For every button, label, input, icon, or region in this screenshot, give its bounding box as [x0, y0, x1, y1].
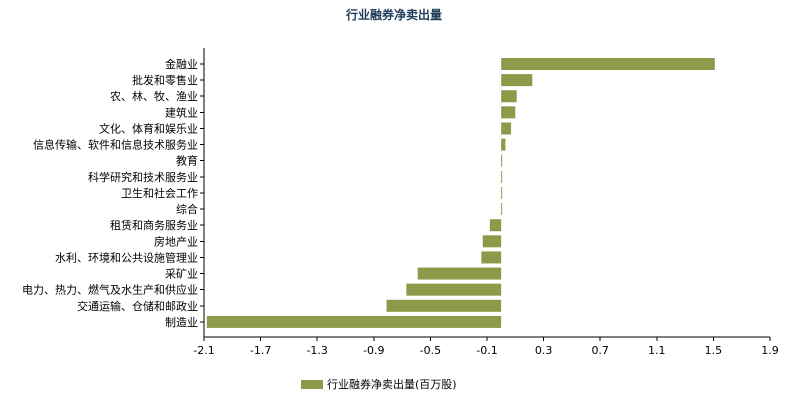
bar [501, 122, 512, 135]
x-tick-label: -1.7 [250, 344, 271, 357]
bar [501, 106, 516, 119]
bar [386, 299, 502, 312]
x-tick-label: -0.1 [476, 344, 497, 357]
legend-label: 行业融券净卖出量(百万股) [327, 378, 457, 391]
y-tick-label: 科学研究和技术服务业 [88, 170, 198, 184]
bar [501, 203, 503, 216]
bar [501, 186, 503, 199]
y-tick-label: 建筑业 [165, 105, 198, 119]
y-tick-label: 制造业 [165, 315, 198, 329]
bar [482, 235, 502, 248]
bar [501, 154, 503, 167]
y-tick-label: 教育 [176, 154, 198, 168]
legend: 行业融券净卖出量(百万股) [301, 376, 457, 392]
y-tick-label: 卫生和社会工作 [121, 186, 198, 200]
y-tick-label: 综合 [176, 202, 198, 216]
x-tick-label: 1.9 [761, 344, 779, 357]
axes-layer: 金融业批发和零售业农、林、牧、渔业建筑业文化、体育和娱乐业信息传输、软件和信息技… [22, 48, 779, 357]
x-tick-label: 1.5 [705, 344, 723, 357]
y-tick-label: 交通运输、仓储和邮政业 [77, 299, 198, 313]
y-tick-label: 租赁和商务服务业 [110, 218, 198, 232]
bar [481, 251, 502, 264]
bar [501, 90, 517, 103]
x-tick-label: -0.5 [420, 344, 441, 357]
y-tick-label: 金融业 [165, 57, 198, 71]
x-tick-label: 0.7 [591, 344, 609, 357]
x-tick-label: 0.3 [535, 344, 553, 357]
y-tick-label: 房地产业 [154, 234, 198, 248]
x-tick-label: -2.1 [193, 344, 214, 357]
y-tick-label: 农、林、牧、渔业 [110, 89, 198, 103]
bar [417, 267, 502, 280]
x-tick-label: -0.9 [363, 344, 384, 357]
y-tick-label: 文化、体育和娱乐业 [99, 121, 198, 135]
bar [501, 138, 506, 151]
y-tick-label: 采矿业 [165, 268, 198, 281]
bars-layer [206, 58, 715, 328]
chart-title: 行业融券净卖出量 [345, 8, 442, 22]
y-tick-label: 批发和零售业 [132, 73, 198, 87]
bar [501, 74, 533, 87]
bar [206, 315, 502, 328]
bar [501, 170, 503, 183]
y-tick-label: 信息传输、软件和信息技术服务业 [33, 138, 198, 152]
x-tick-label: 1.1 [648, 344, 666, 357]
bar [406, 283, 502, 296]
bar [501, 58, 715, 70]
y-tick-label: 水利、环境和公共设施管理业 [55, 250, 198, 264]
legend-swatch [301, 379, 323, 389]
bar [489, 219, 502, 232]
x-tick-label: -1.3 [306, 344, 327, 357]
y-tick-label: 电力、热力、燃气及水生产和供应业 [22, 283, 198, 297]
